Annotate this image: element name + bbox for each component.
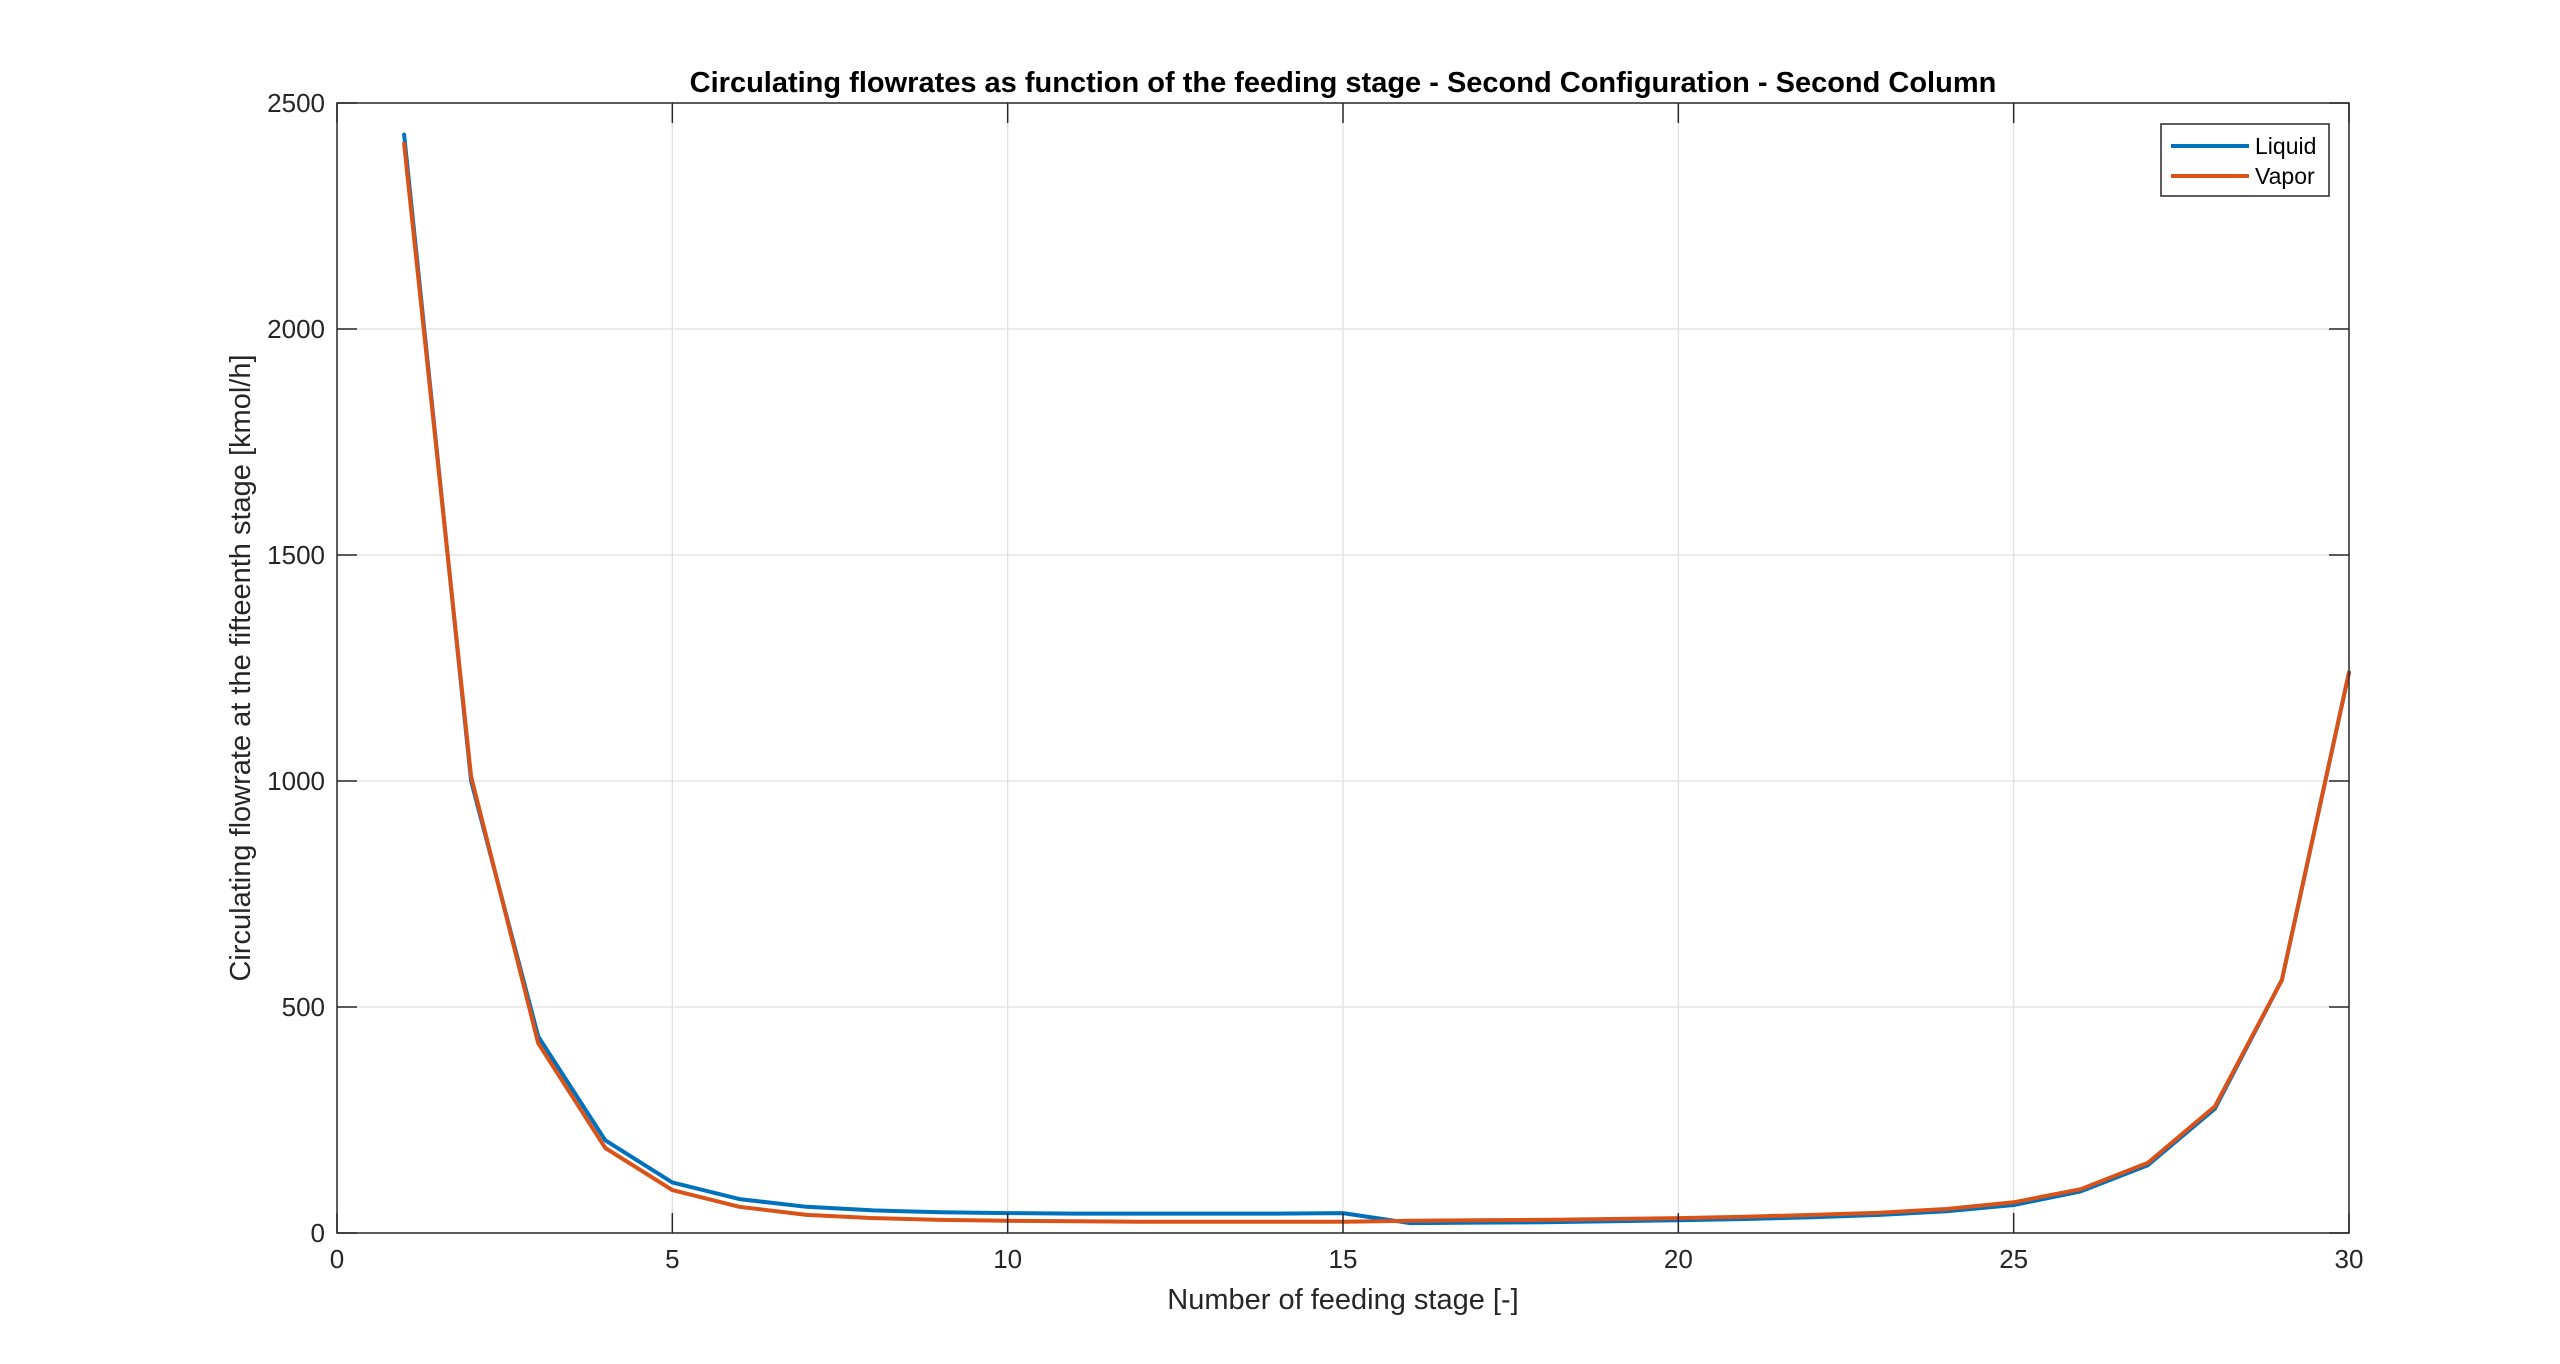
y-axis-label: Circulating flowrate at the fifteenth st… — [225, 354, 257, 981]
series-lines — [402, 132, 2351, 1226]
y-tick-label: 500 — [282, 992, 325, 1022]
x-tick-label: 10 — [993, 1244, 1022, 1274]
plot-area: 0 5 10 15 20 25 30 0 500 1000 1500 2000 2500 — [267, 88, 2363, 1274]
x-tick-label: 20 — [1664, 1244, 1693, 1274]
legend-label-liquid: Liquid — [2255, 133, 2316, 159]
x-tick-label: 25 — [1999, 1244, 2028, 1274]
x-tick-labels: 0 5 10 15 20 25 30 — [330, 1244, 2364, 1274]
y-tick-label: 0 — [311, 1218, 325, 1248]
y-tick-label: 1000 — [267, 766, 325, 796]
tick-marks — [336, 102, 2350, 1234]
y-tick-label: 1500 — [267, 540, 325, 570]
x-tick-label: 30 — [2335, 1244, 2364, 1274]
legend-label-vapor: Vapor — [2255, 163, 2315, 189]
y-tick-labels: 0 500 1000 1500 2000 2500 — [267, 88, 325, 1248]
legend-box — [2160, 123, 2330, 197]
legend: Liquid Vapor — [2160, 123, 2330, 197]
x-tick-label: 15 — [1329, 1244, 1358, 1274]
x-tick-label: 5 — [665, 1244, 679, 1274]
y-tick-label: 2500 — [267, 88, 325, 118]
chart-title: Circulating flowrates as function of the… — [690, 67, 1997, 99]
x-axis-label: Number of feeding stage [-] — [1167, 1284, 1518, 1316]
y-tick-label: 2000 — [267, 314, 325, 344]
series-line-liquid — [402, 132, 2351, 1226]
grid-lines — [337, 103, 2349, 1233]
x-tick-label: 0 — [330, 1244, 344, 1274]
series-line-vapor — [402, 141, 2351, 1224]
